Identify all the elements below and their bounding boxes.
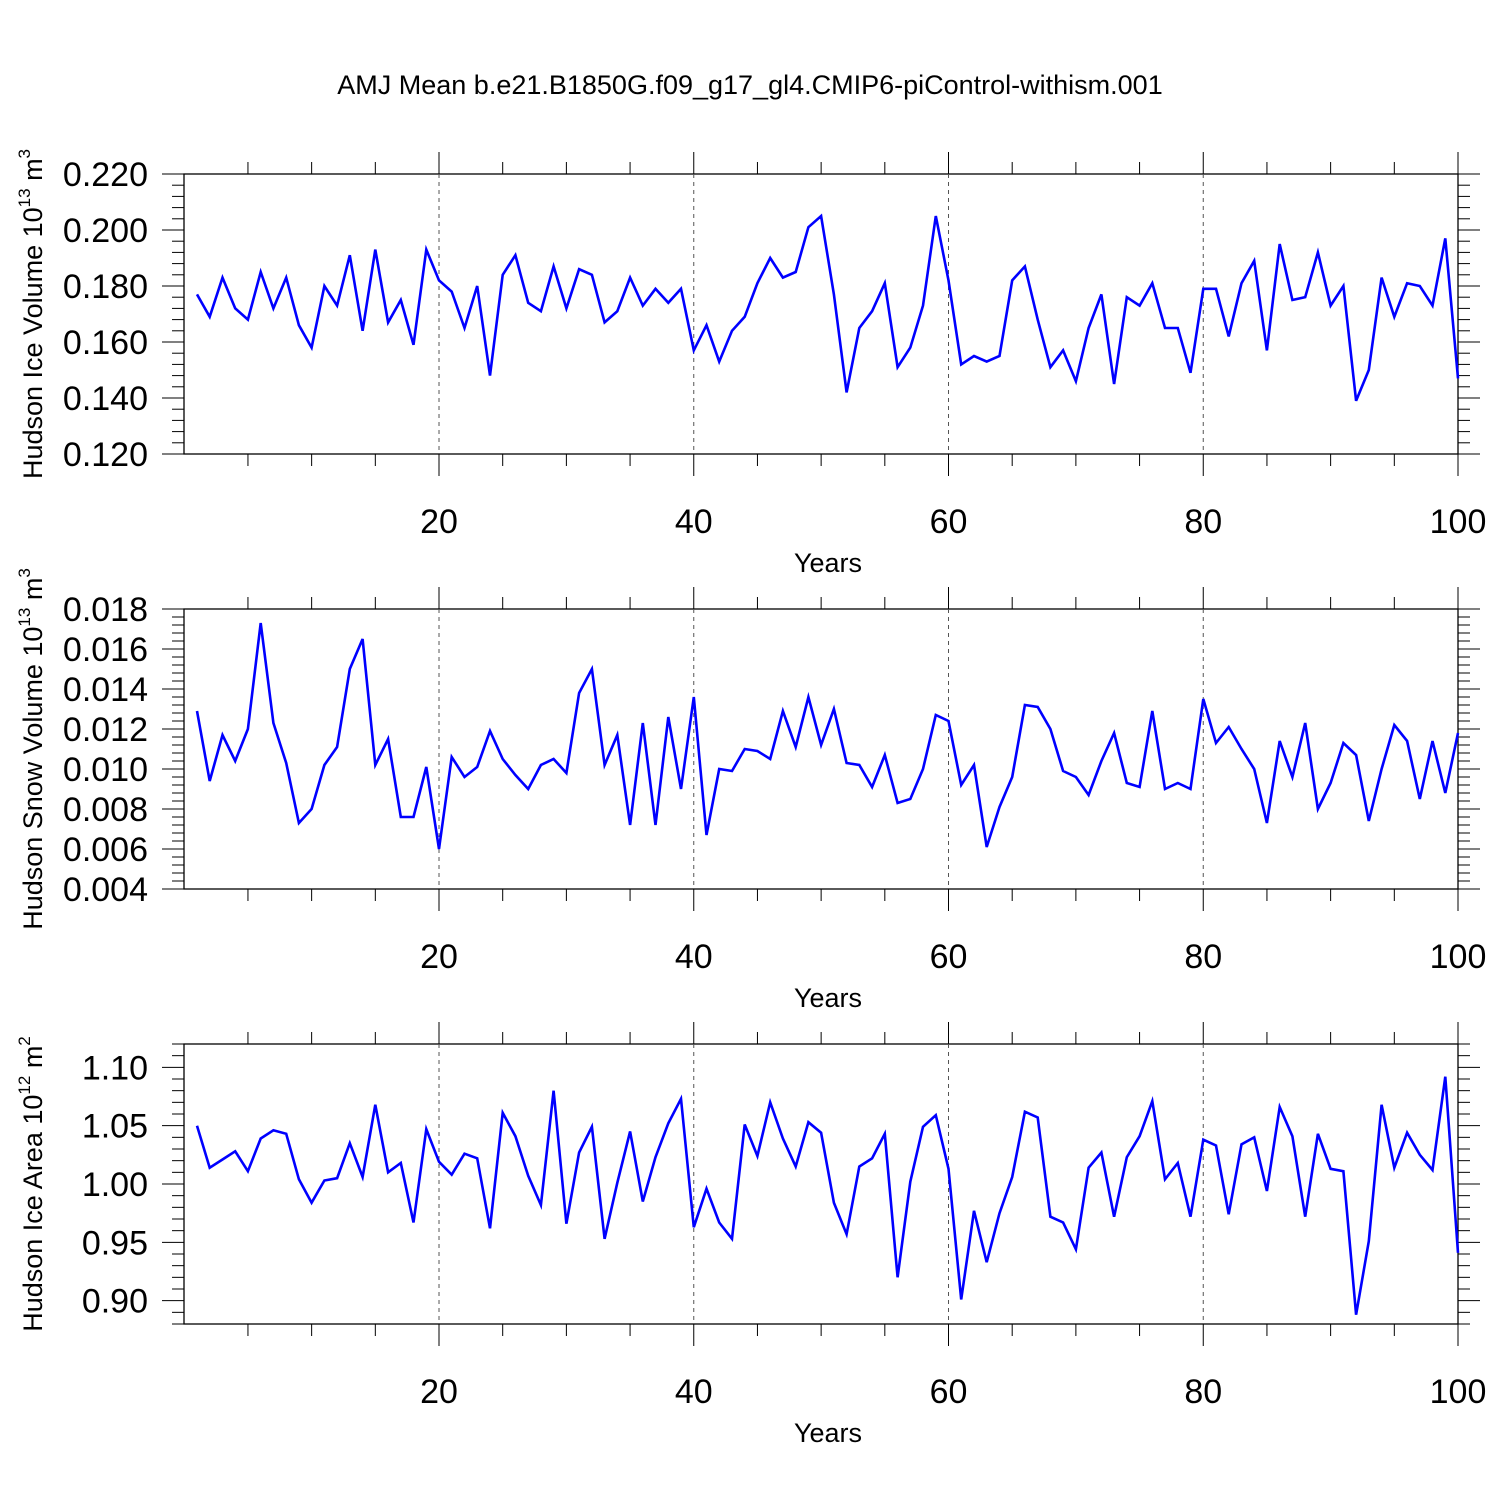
ice-volume-xtick-label: 100: [1430, 503, 1487, 541]
ice-volume-ytick-label: 0.120: [63, 436, 148, 474]
snow-volume-ytick-label: 0.010: [63, 751, 148, 789]
ice-volume-ytick-label: 0.220: [63, 156, 148, 194]
snow-volume-xlabel: Years: [794, 983, 862, 1013]
snow-volume-ytick-label: 0.008: [63, 791, 148, 829]
ice-area-xtick-label: 80: [1184, 1373, 1222, 1411]
chart-title: AMJ Mean b.e21.B1850G.f09_g17_gl4.CMIP6-…: [337, 70, 1163, 100]
ice-volume-ytick-label: 0.180: [63, 268, 148, 306]
snow-volume-ytick-label: 0.018: [63, 591, 148, 629]
ice-volume-xtick-label: 40: [675, 503, 713, 541]
snow-volume-ytick-label: 0.016: [63, 631, 148, 669]
ice-area-xtick-label: 40: [675, 1373, 713, 1411]
ice-area-panel: 0.90 0.95 1.00 1.05 1.10 20 40 60 80 100 Years Huds…: [15, 1022, 1486, 1448]
ice-area-ytick-label: 1.10: [82, 1049, 148, 1087]
snow-volume-ytick-label: 0.014: [63, 671, 148, 709]
snow-volume-ylabel: Hudson Snow Volume 1013 m3: [15, 568, 48, 930]
ice-volume-ytick-label: 0.140: [63, 380, 148, 418]
snow-volume-ytick-label: 0.006: [63, 831, 148, 869]
snow-volume-panel: 0.0040.0060.0080.0100.0120.0140.0160.018…: [15, 568, 1486, 1013]
snow-volume-ytick-label: 0.004: [63, 871, 148, 909]
ice-area-ytick-label: 0.95: [82, 1224, 148, 1262]
ice-area-ytick-label: 1.05: [82, 1108, 148, 1146]
snow-volume-xtick-label: 60: [930, 938, 968, 976]
ice-volume-xtick-label: 80: [1184, 503, 1222, 541]
ice-volume-xlabel: Years: [794, 548, 862, 578]
ice-area-xtick-label: 100: [1430, 1373, 1487, 1411]
snow-volume-xtick-label: 100: [1430, 938, 1487, 976]
ice-volume-ytick-label: 0.160: [63, 324, 148, 362]
ice-volume-series-line: [195, 213, 1460, 402]
ice-area-xlabel: Years: [794, 1418, 862, 1448]
snow-volume-series-line: [195, 622, 1460, 850]
ice-volume-panel: 0.120 0.140 0.160 0.180 0.200 0.220 20 40 60 80 10…: [15, 149, 1486, 578]
snow-volume-xtick-label: 80: [1184, 938, 1222, 976]
snow-volume-xtick-label: 40: [675, 938, 713, 976]
ice-area-ytick-label: 0.90: [82, 1283, 148, 1321]
ice-area-ylabel: Hudson Ice Area 1012 m2: [15, 1036, 48, 1332]
snow-volume-xtick-label: 20: [420, 938, 458, 976]
ice-volume-xtick-label: 60: [930, 503, 968, 541]
ice-area-ytick-label: 1.00: [82, 1166, 148, 1204]
ice-area-xtick-label: 60: [930, 1373, 968, 1411]
ice-area-series-line: [195, 1076, 1460, 1315]
snow-volume-ytick-label: 0.012: [63, 711, 148, 749]
ice-volume-xtick-label: 20: [420, 503, 458, 541]
ice-volume-ytick-label: 0.200: [63, 212, 148, 250]
ice-area-xtick-label: 20: [420, 1373, 458, 1411]
ice-volume-ylabel: Hudson Ice Volume 1013 m3: [15, 149, 48, 479]
